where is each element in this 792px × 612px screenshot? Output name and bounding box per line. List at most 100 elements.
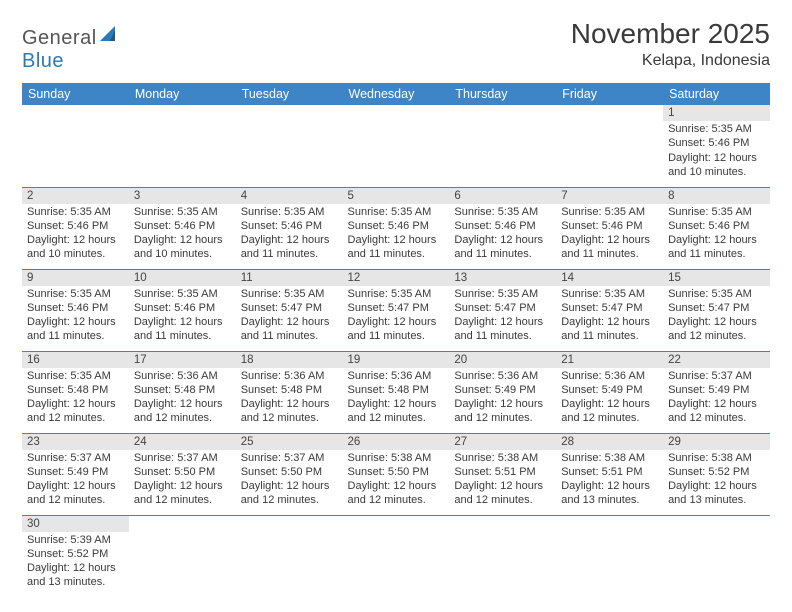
- calendar-cell: 7Sunrise: 5:35 AMSunset: 5:46 PMDaylight…: [556, 187, 663, 269]
- weekday-header: Friday: [556, 83, 663, 105]
- weekday-header: Monday: [129, 83, 236, 105]
- sunset-text: Sunset: 5:50 PM: [348, 465, 445, 479]
- daylight-text: Daylight: 12 hours and 11 minutes.: [454, 315, 551, 343]
- calendar-cell-empty: [663, 515, 770, 597]
- sunset-text: Sunset: 5:48 PM: [27, 383, 124, 397]
- sunset-text: Sunset: 5:49 PM: [668, 383, 765, 397]
- daylight-text: Daylight: 12 hours and 11 minutes.: [27, 315, 124, 343]
- daylight-text: Daylight: 12 hours and 12 minutes.: [454, 479, 551, 507]
- day-number: 30: [22, 516, 129, 532]
- calendar-cell: 28Sunrise: 5:38 AMSunset: 5:51 PMDayligh…: [556, 433, 663, 515]
- calendar-cell-empty: [556, 105, 663, 187]
- daylight-text: Daylight: 12 hours and 11 minutes.: [454, 233, 551, 261]
- day-details: Sunrise: 5:35 AMSunset: 5:47 PMDaylight:…: [236, 286, 343, 346]
- calendar-cell: 25Sunrise: 5:37 AMSunset: 5:50 PMDayligh…: [236, 433, 343, 515]
- day-number: 26: [343, 434, 450, 450]
- day-number: 25: [236, 434, 343, 450]
- day-number: 27: [449, 434, 556, 450]
- sunset-text: Sunset: 5:47 PM: [668, 301, 765, 315]
- day-number: 13: [449, 270, 556, 286]
- sunrise-text: Sunrise: 5:35 AM: [561, 287, 658, 301]
- calendar-row: 1Sunrise: 5:35 AMSunset: 5:46 PMDaylight…: [22, 105, 770, 187]
- calendar-cell: 8Sunrise: 5:35 AMSunset: 5:46 PMDaylight…: [663, 187, 770, 269]
- day-details: Sunrise: 5:35 AMSunset: 5:46 PMDaylight:…: [129, 204, 236, 264]
- calendar-cell: 30Sunrise: 5:39 AMSunset: 5:52 PMDayligh…: [22, 515, 129, 597]
- calendar-cell-empty: [343, 105, 450, 187]
- logo-text: GeneralBlue: [22, 26, 121, 73]
- sunset-text: Sunset: 5:49 PM: [454, 383, 551, 397]
- day-details: Sunrise: 5:37 AMSunset: 5:50 PMDaylight:…: [236, 450, 343, 510]
- day-number: 23: [22, 434, 129, 450]
- sunset-text: Sunset: 5:46 PM: [668, 219, 765, 233]
- day-number: 4: [236, 188, 343, 204]
- day-details: Sunrise: 5:35 AMSunset: 5:47 PMDaylight:…: [556, 286, 663, 346]
- day-number: 17: [129, 352, 236, 368]
- day-number: 29: [663, 434, 770, 450]
- daylight-text: Daylight: 12 hours and 12 minutes.: [241, 397, 338, 425]
- sunrise-text: Sunrise: 5:35 AM: [348, 287, 445, 301]
- day-details: Sunrise: 5:38 AMSunset: 5:50 PMDaylight:…: [343, 450, 450, 510]
- day-number: 14: [556, 270, 663, 286]
- calendar-cell-empty: [129, 515, 236, 597]
- daylight-text: Daylight: 12 hours and 12 minutes.: [454, 397, 551, 425]
- day-details: Sunrise: 5:35 AMSunset: 5:47 PMDaylight:…: [449, 286, 556, 346]
- calendar-cell-empty: [236, 105, 343, 187]
- calendar-cell: 18Sunrise: 5:36 AMSunset: 5:48 PMDayligh…: [236, 351, 343, 433]
- sunrise-text: Sunrise: 5:35 AM: [134, 287, 231, 301]
- calendar-row: 2Sunrise: 5:35 AMSunset: 5:46 PMDaylight…: [22, 187, 770, 269]
- calendar-cell: 17Sunrise: 5:36 AMSunset: 5:48 PMDayligh…: [129, 351, 236, 433]
- day-number: 16: [22, 352, 129, 368]
- day-number: 2: [22, 188, 129, 204]
- calendar-cell-empty: [236, 515, 343, 597]
- calendar-cell: 15Sunrise: 5:35 AMSunset: 5:47 PMDayligh…: [663, 269, 770, 351]
- day-number: 6: [449, 188, 556, 204]
- daylight-text: Daylight: 12 hours and 11 minutes.: [668, 233, 765, 261]
- logo-text-blue: Blue: [22, 50, 64, 72]
- calendar-cell: 19Sunrise: 5:36 AMSunset: 5:48 PMDayligh…: [343, 351, 450, 433]
- sunset-text: Sunset: 5:46 PM: [241, 219, 338, 233]
- day-details: Sunrise: 5:35 AMSunset: 5:48 PMDaylight:…: [22, 368, 129, 428]
- calendar-row: 16Sunrise: 5:35 AMSunset: 5:48 PMDayligh…: [22, 351, 770, 433]
- daylight-text: Daylight: 12 hours and 12 minutes.: [561, 397, 658, 425]
- day-number: 18: [236, 352, 343, 368]
- sunrise-text: Sunrise: 5:35 AM: [668, 122, 765, 136]
- daylight-text: Daylight: 12 hours and 11 minutes.: [134, 315, 231, 343]
- sunset-text: Sunset: 5:46 PM: [454, 219, 551, 233]
- day-details: Sunrise: 5:36 AMSunset: 5:48 PMDaylight:…: [343, 368, 450, 428]
- daylight-text: Daylight: 12 hours and 12 minutes.: [27, 479, 124, 507]
- sunrise-text: Sunrise: 5:35 AM: [668, 205, 765, 219]
- sunrise-text: Sunrise: 5:38 AM: [348, 451, 445, 465]
- calendar-row: 30Sunrise: 5:39 AMSunset: 5:52 PMDayligh…: [22, 515, 770, 597]
- sunset-text: Sunset: 5:49 PM: [561, 383, 658, 397]
- logo-text-general: General: [22, 27, 97, 49]
- sunset-text: Sunset: 5:48 PM: [134, 383, 231, 397]
- day-details: Sunrise: 5:35 AMSunset: 5:46 PMDaylight:…: [22, 286, 129, 346]
- daylight-text: Daylight: 12 hours and 11 minutes.: [241, 233, 338, 261]
- sunrise-text: Sunrise: 5:35 AM: [27, 287, 124, 301]
- day-details: Sunrise: 5:35 AMSunset: 5:47 PMDaylight:…: [663, 286, 770, 346]
- sunrise-text: Sunrise: 5:37 AM: [668, 369, 765, 383]
- day-details: Sunrise: 5:36 AMSunset: 5:49 PMDaylight:…: [556, 368, 663, 428]
- day-details: Sunrise: 5:35 AMSunset: 5:46 PMDaylight:…: [449, 204, 556, 264]
- day-details: Sunrise: 5:39 AMSunset: 5:52 PMDaylight:…: [22, 532, 129, 592]
- sunset-text: Sunset: 5:52 PM: [27, 547, 124, 561]
- calendar-cell: 13Sunrise: 5:35 AMSunset: 5:47 PMDayligh…: [449, 269, 556, 351]
- calendar-cell: 9Sunrise: 5:35 AMSunset: 5:46 PMDaylight…: [22, 269, 129, 351]
- calendar-cell: 21Sunrise: 5:36 AMSunset: 5:49 PMDayligh…: [556, 351, 663, 433]
- sunset-text: Sunset: 5:51 PM: [561, 465, 658, 479]
- day-number: 5: [343, 188, 450, 204]
- sunset-text: Sunset: 5:46 PM: [134, 219, 231, 233]
- day-number: 24: [129, 434, 236, 450]
- sunset-text: Sunset: 5:51 PM: [454, 465, 551, 479]
- day-number: 11: [236, 270, 343, 286]
- day-details: Sunrise: 5:35 AMSunset: 5:46 PMDaylight:…: [663, 121, 770, 181]
- sunset-text: Sunset: 5:47 PM: [348, 301, 445, 315]
- calendar-cell: 26Sunrise: 5:38 AMSunset: 5:50 PMDayligh…: [343, 433, 450, 515]
- sunset-text: Sunset: 5:46 PM: [27, 301, 124, 315]
- sunrise-text: Sunrise: 5:35 AM: [27, 205, 124, 219]
- sunset-text: Sunset: 5:46 PM: [561, 219, 658, 233]
- sunrise-text: Sunrise: 5:36 AM: [348, 369, 445, 383]
- calendar-cell: 10Sunrise: 5:35 AMSunset: 5:46 PMDayligh…: [129, 269, 236, 351]
- calendar-cell: 6Sunrise: 5:35 AMSunset: 5:46 PMDaylight…: [449, 187, 556, 269]
- sunrise-text: Sunrise: 5:39 AM: [27, 533, 124, 547]
